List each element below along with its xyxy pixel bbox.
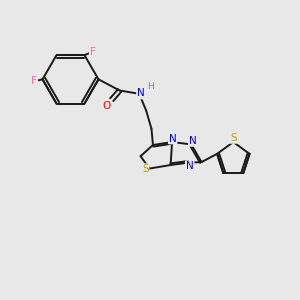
Text: F: F: [90, 47, 96, 57]
Text: F: F: [31, 76, 37, 86]
Text: S: S: [142, 164, 148, 174]
Text: S: S: [230, 133, 237, 143]
Text: N: N: [189, 136, 196, 146]
Text: N: N: [169, 134, 176, 143]
Text: H: H: [147, 82, 154, 91]
Text: N: N: [137, 88, 145, 98]
Text: O: O: [103, 101, 111, 111]
Text: N: N: [186, 161, 194, 171]
